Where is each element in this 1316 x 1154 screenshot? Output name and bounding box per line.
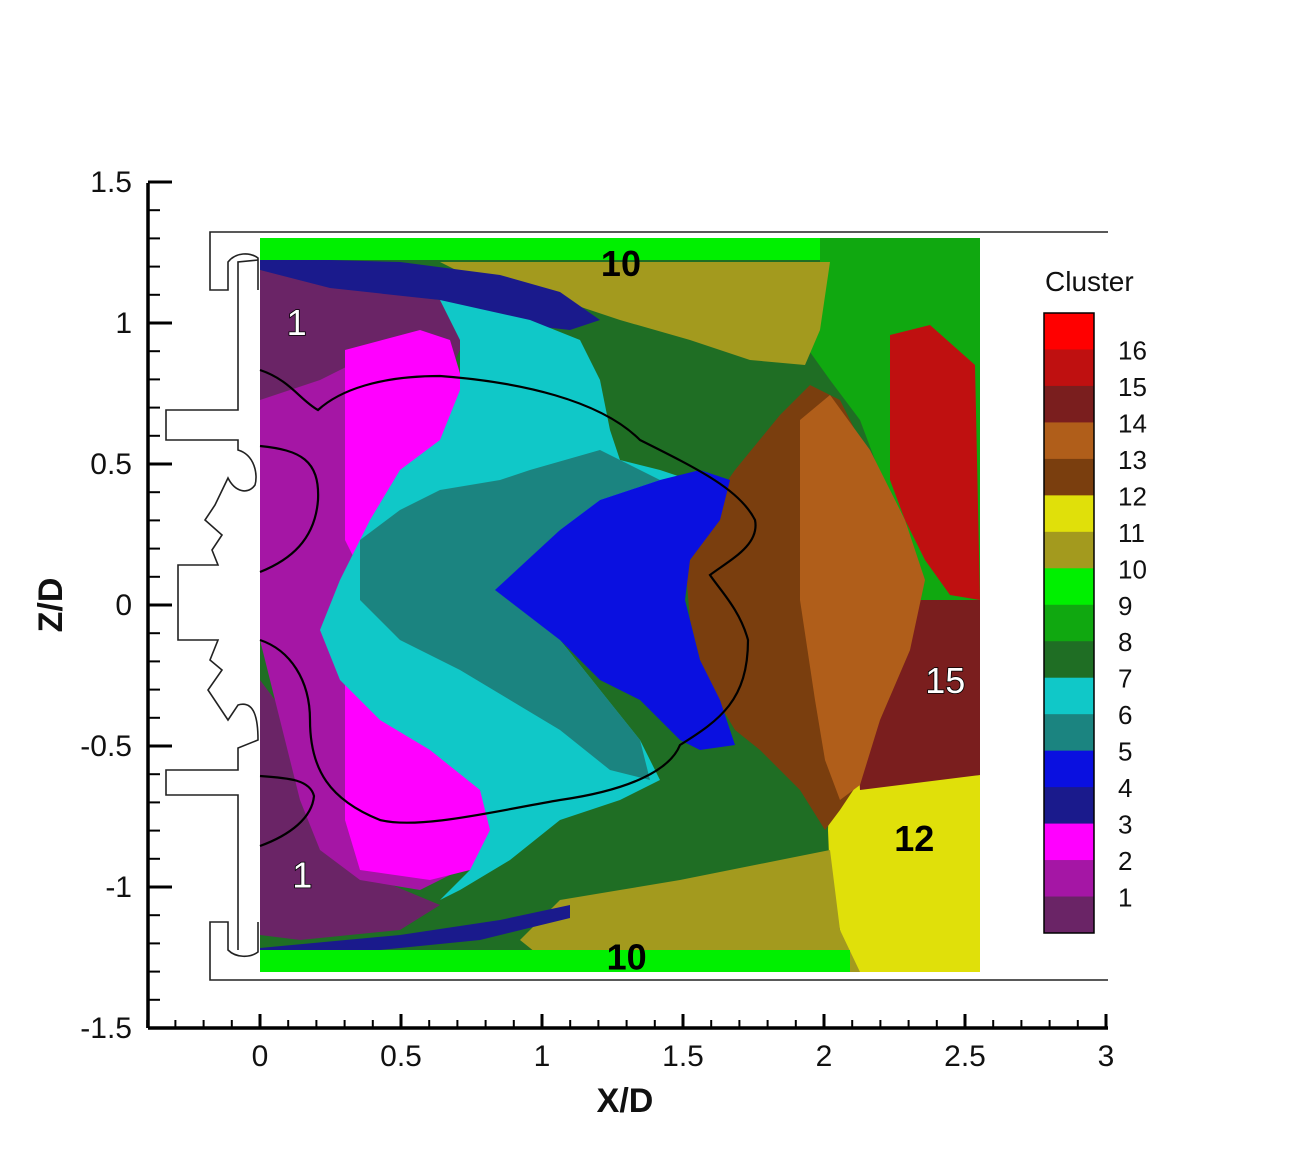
wall-outline-bottom: [209, 921, 1108, 981]
cluster-label-1: 1: [287, 302, 307, 343]
x-tick-label: 2.5: [944, 1040, 986, 1073]
region-cluster-2-lower: [345, 680, 495, 880]
contour-line-bottom: [259, 774, 316, 848]
region-cluster-0-lower: [260, 680, 440, 940]
legend-swatches: [1043, 312, 1095, 934]
cluster-label-15: 15: [925, 660, 965, 701]
geometry-outline: [165, 231, 1108, 981]
legend-label: 7: [1118, 664, 1132, 694]
legend-label: 5: [1118, 737, 1132, 767]
legend-swatch: [1044, 604, 1094, 642]
legend-label: 3: [1118, 810, 1132, 840]
injector-outline: [165, 259, 259, 950]
region-cluster-3-lower: [260, 905, 570, 955]
legend-swatch: [1044, 531, 1094, 569]
legend-label: 2: [1118, 846, 1132, 876]
legend-label: 10: [1118, 554, 1147, 584]
cluster-label-10: 10: [607, 937, 647, 978]
x-axis-ticks: 0 0.5 1 1.5 2 2.5 3: [146, 1014, 1115, 1073]
contour-line-upper: [259, 368, 757, 824]
region-cluster-13: [800, 395, 925, 800]
y-tick-label: 1.5: [90, 166, 132, 199]
legend-swatch: [1044, 641, 1094, 679]
y-tick-label: -1.5: [80, 1012, 132, 1045]
region-cluster-5: [360, 450, 660, 780]
y-axis-title: Z/D: [32, 578, 70, 633]
legend-label: 12: [1118, 481, 1147, 511]
legend-label: 6: [1118, 700, 1132, 730]
region-cluster-9-top: [260, 238, 820, 260]
legend-label: 13: [1118, 445, 1147, 475]
x-tick-label: 3: [1098, 1040, 1115, 1073]
legend-label: 9: [1118, 591, 1132, 621]
contour-line-inner: [259, 444, 320, 574]
cluster-field: [260, 238, 980, 972]
cluster-annotations: 10 10 1 1 15 12: [286, 243, 966, 978]
legend-label: 15: [1118, 372, 1147, 402]
legend: Cluster 16 15 14 13 12 11 10 9 8 7 6 5 4 3 2 1: [1043, 266, 1147, 934]
legend-swatch: [1044, 313, 1094, 350]
legend-swatch: [1044, 495, 1094, 533]
x-tick-label: 0.5: [380, 1040, 422, 1073]
region-cluster-4: [495, 470, 735, 750]
cluster-label-1: 1: [292, 855, 312, 896]
region-cluster-2-upper: [345, 330, 465, 560]
legend-swatch: [1044, 385, 1094, 423]
region-cluster-9-bottom: [260, 950, 850, 972]
region-cluster-10-lower: [520, 850, 860, 972]
legend-swatch: [1044, 823, 1094, 861]
x-tick-label: 0: [252, 1040, 269, 1073]
legend-title: Cluster: [1045, 266, 1134, 297]
legend-swatch: [1044, 714, 1094, 752]
legend-swatch: [1044, 750, 1094, 788]
y-tick-label: 1: [115, 307, 132, 340]
legend-label: 8: [1118, 627, 1132, 657]
cluster-label-10: 10: [601, 243, 641, 284]
y-tick-label: 0.5: [90, 448, 132, 481]
legend-swatch: [1044, 787, 1094, 825]
legend-swatch: [1044, 860, 1094, 898]
legend-swatch: [1044, 896, 1094, 934]
y-axis-ticks: 1.5 1 0.5 0 -0.5 -1 -1.5: [80, 166, 172, 1045]
region-cluster-12-lower: [828, 775, 980, 972]
y-tick-label: 0: [115, 589, 132, 622]
cluster-label-12: 12: [894, 818, 934, 859]
legend-label: 16: [1118, 335, 1147, 365]
x-axis-title: X/D: [597, 1082, 654, 1120]
wall-outline-top: [209, 231, 1108, 291]
y-tick-label: -0.5: [80, 730, 132, 763]
legend-labels: 16 15 14 13 12 11 10 9 8 7 6 5 4 3 2 1: [1118, 335, 1147, 912]
legend-swatch: [1044, 458, 1094, 496]
legend-label: 11: [1118, 518, 1145, 548]
legend-swatch: [1044, 349, 1094, 387]
x-tick-label: 1: [534, 1040, 551, 1073]
y-tick-label: -1: [105, 871, 132, 904]
legend-swatch: [1044, 422, 1094, 460]
legend-label: 14: [1118, 408, 1147, 438]
legend-swatch: [1044, 677, 1094, 715]
contour-lines: [259, 368, 757, 848]
legend-label: 1: [1118, 883, 1132, 913]
x-tick-label: 1.5: [662, 1040, 704, 1073]
x-tick-label: 2: [816, 1040, 833, 1073]
legend-label: 4: [1118, 773, 1132, 803]
region-cluster-15: [890, 325, 980, 600]
legend-frame: [1043, 312, 1095, 934]
region-cluster-3-upper: [260, 258, 600, 330]
legend-swatch: [1044, 568, 1094, 606]
